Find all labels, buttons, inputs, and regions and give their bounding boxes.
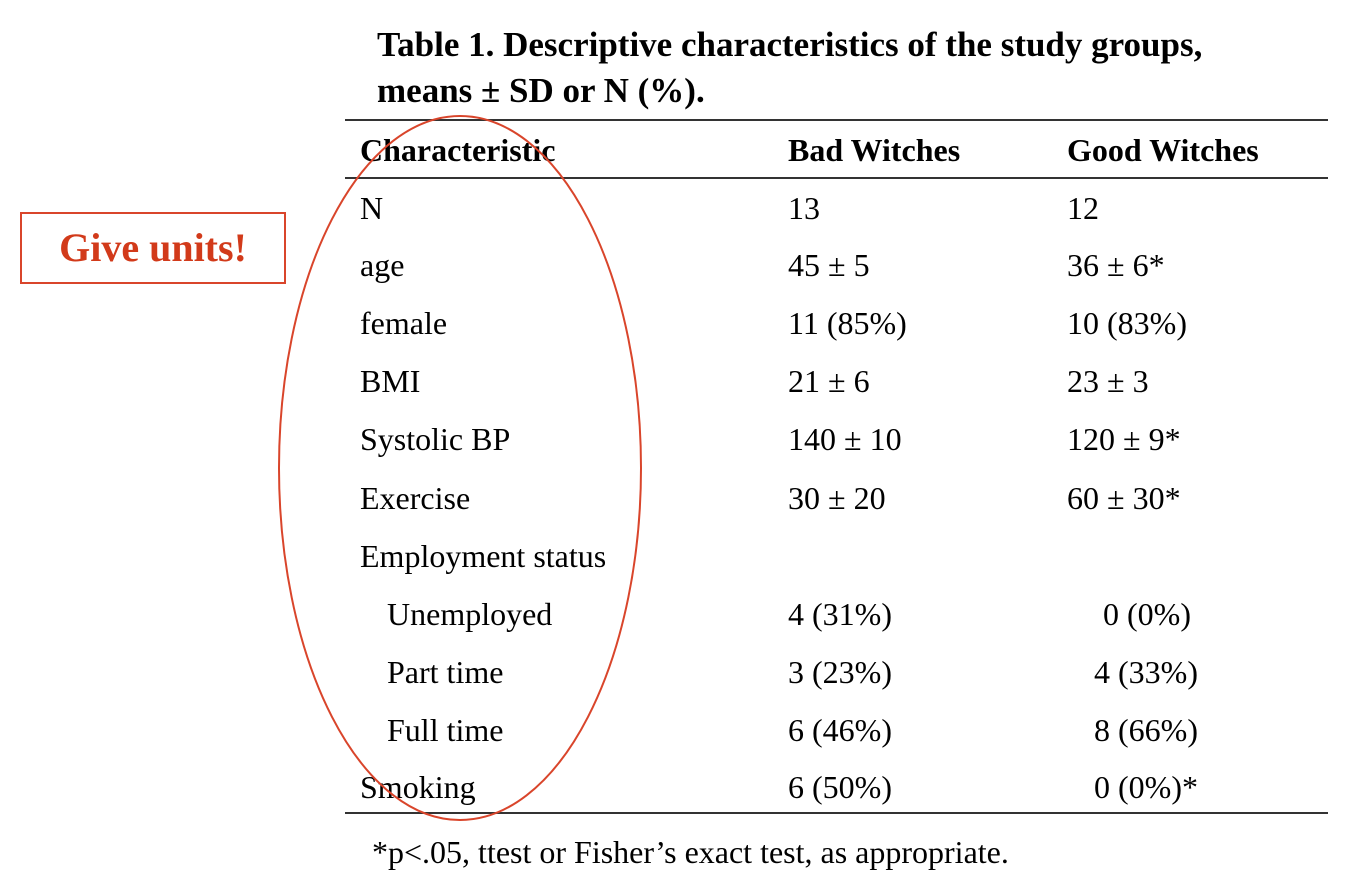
table-title-line-1: Table 1. Descriptive characteristics of … [377, 25, 1203, 64]
row-label: Systolic BP [360, 421, 511, 457]
row-label: female [360, 305, 448, 341]
cell-bad: 45 ± 5 [788, 247, 870, 283]
cell-bad: 13 [788, 190, 820, 226]
cell-bad: 21 ± 6 [788, 363, 870, 399]
cell-bad: 6 (50%) [788, 769, 892, 805]
row-label: N [360, 190, 384, 226]
header-good-witches: Good Witches [1067, 132, 1259, 168]
cell-bad: 140 ± 10 [788, 421, 902, 457]
row-label: BMI [360, 363, 421, 399]
table-bottom-rule [345, 812, 1328, 814]
table-title-line-2: means ± SD or N (%). [377, 71, 705, 110]
cell-good: 0 (0%) [1103, 596, 1191, 632]
header-bad-witches: Bad Witches [788, 132, 961, 168]
table-header-rule [345, 177, 1328, 179]
give-units-callout: Give units! [20, 212, 286, 284]
cell-good: 36 ± 6* [1067, 247, 1165, 283]
cell-good: 0 (0%)* [1094, 769, 1198, 805]
cell-good: 60 ± 30* [1067, 480, 1181, 516]
cell-good: 10 (83%) [1067, 305, 1187, 341]
table-title: Table 1. Descriptive characteristics of … [377, 22, 1337, 114]
table-top-rule [345, 119, 1328, 121]
row-label-indented: Unemployed [387, 596, 553, 632]
table-footnote: *p<.05, ttest or Fisher’s exact test, as… [372, 834, 1009, 870]
cell-bad: 4 (31%) [788, 596, 892, 632]
cell-good: 4 (33%) [1094, 654, 1198, 690]
cell-bad: 3 (23%) [788, 654, 892, 690]
cell-good: 12 [1067, 190, 1099, 226]
cell-bad: 6 (46%) [788, 712, 892, 748]
cell-good: 23 ± 3 [1067, 363, 1149, 399]
row-label-indented: Part time [387, 654, 504, 690]
cell-bad: 11 (85%) [788, 305, 907, 341]
row-label-indented: Full time [387, 712, 504, 748]
row-label: age [360, 247, 405, 283]
row-label: Employment status [360, 538, 607, 574]
cell-good: 120 ± 9* [1067, 421, 1181, 457]
cell-bad: 30 ± 20 [788, 480, 886, 516]
cell-good: 8 (66%) [1094, 712, 1198, 748]
row-label: Smoking [360, 769, 476, 805]
row-label: Exercise [360, 480, 471, 516]
header-characteristic: Characteristic [360, 132, 556, 168]
